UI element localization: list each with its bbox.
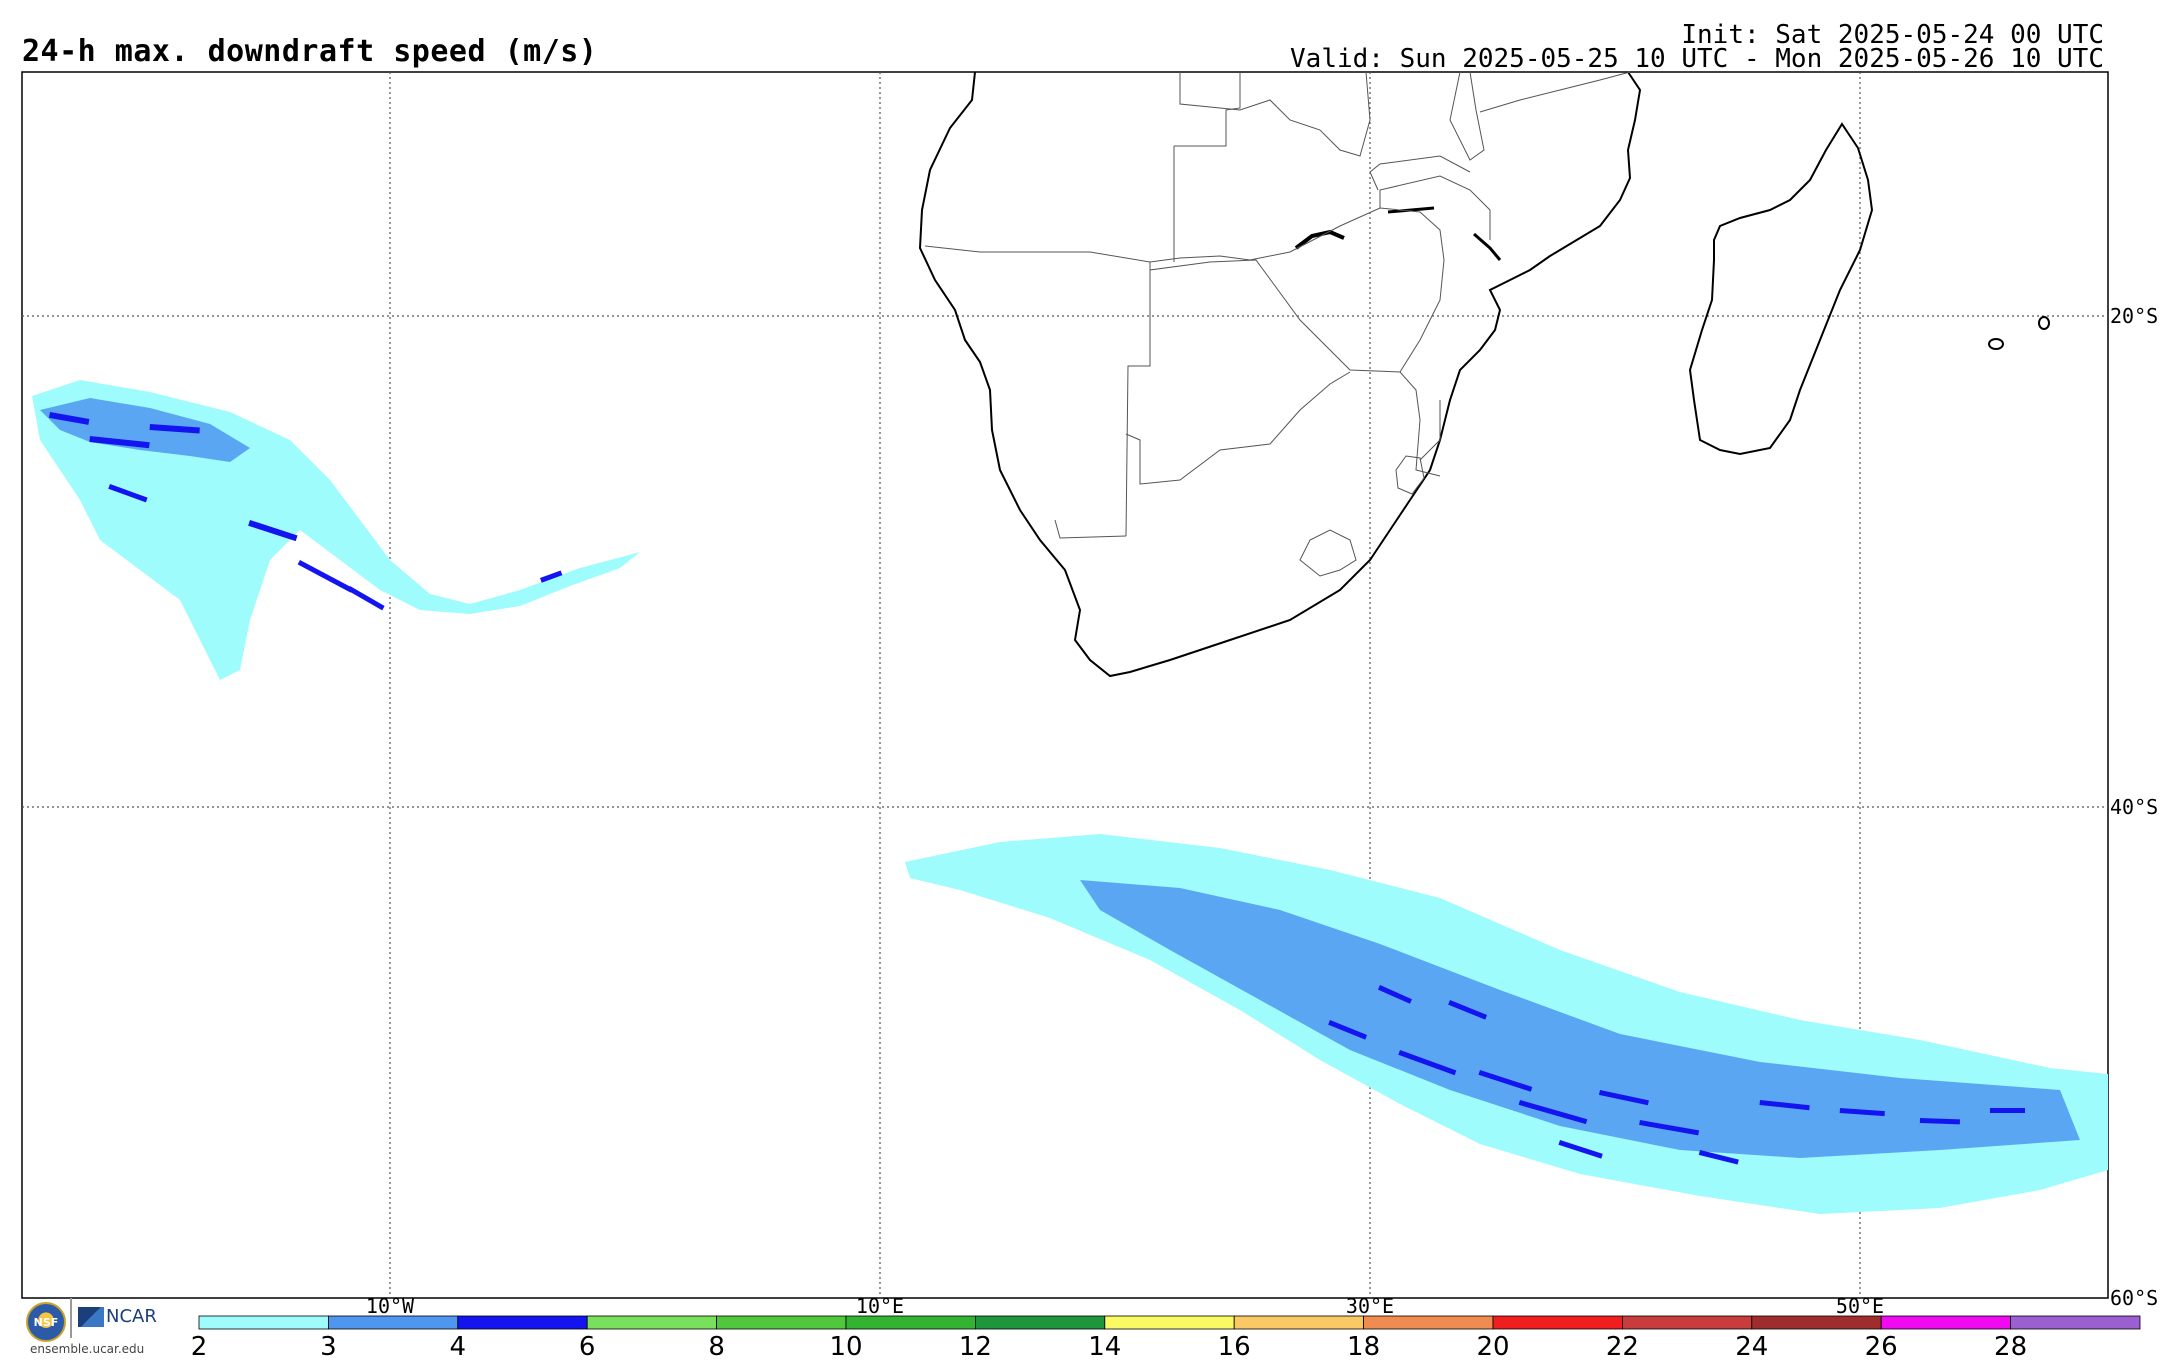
colorbar-tick-label: 8 (708, 1332, 725, 1362)
streak (1698, 1150, 1739, 1165)
botswana-sa-border (1125, 371, 1351, 485)
madagascar-coastline (1688, 122, 1874, 456)
mozambique-zambia-border (1379, 175, 1491, 240)
streak (1518, 1100, 1588, 1125)
colorbar-segment (198, 1315, 329, 1330)
eswatini-outline (1395, 455, 1425, 495)
logo-separator (70, 1298, 72, 1338)
streak (1839, 1108, 1885, 1117)
zimbabwe-border (1249, 207, 1445, 373)
streak (540, 570, 563, 583)
ncar-logo-text: NCAR (106, 1306, 157, 1327)
streak (89, 435, 150, 449)
streak (347, 586, 385, 611)
colorbar-segment (1880, 1315, 2011, 1330)
colorbar-tick-label: 24 (1735, 1332, 1769, 1362)
lon-label-10w: 10°W (365, 1294, 415, 1318)
lon-label-10e: 10°E (855, 1294, 905, 1318)
streak (1377, 985, 1412, 1004)
lake-kariba (1294, 229, 1345, 250)
streak (1919, 1118, 1960, 1125)
colorbar-tick-label: 26 (1864, 1332, 1898, 1362)
colorbar (198, 1315, 2141, 1330)
colorbar-tick-label: 14 (1088, 1332, 1122, 1362)
map-title: 24-h max. downdraft speed (m/s) (22, 34, 598, 69)
colorbar-segment (716, 1315, 847, 1330)
mozambique-sa-border (1399, 371, 1441, 477)
streak (1639, 1119, 1700, 1136)
colorbar-segment (586, 1315, 718, 1330)
botswana-north-border (1149, 259, 1401, 373)
malawi-lake-border (1449, 71, 1485, 161)
malawi-border (1369, 155, 1471, 191)
streak (248, 520, 298, 542)
colorbar-segment (2010, 1315, 2141, 1330)
streak (1328, 1020, 1368, 1040)
colorbar-tick-label: 6 (578, 1332, 596, 1362)
lat-label-60s: 60°S (2110, 1286, 2159, 1310)
colorbar-segment (975, 1315, 1106, 1330)
streak (1598, 1089, 1649, 1106)
colorbar-tick-label: 10 (829, 1332, 863, 1362)
streak (1558, 1140, 1603, 1159)
colorbar-segment (457, 1315, 588, 1330)
lat-label-20s: 20°S (2110, 304, 2159, 328)
streak (108, 484, 148, 503)
valid-time: Valid: Sun 2025-05-25 10 UTC - Mon 2025-… (1290, 44, 2104, 74)
lesotho-border (1299, 529, 1357, 577)
colorbar-tick-label: 12 (958, 1332, 992, 1362)
namibia-sa-border (1054, 519, 1127, 539)
colorbar-tick-label: 16 (1217, 1332, 1251, 1362)
tanzania-border (1479, 71, 1631, 113)
colorbar-segment (1622, 1315, 1753, 1330)
streak (48, 412, 90, 425)
colorbar-tick-label: 22 (1605, 1332, 1639, 1362)
init-time: Init: Sat 2025-05-24 00 UTC (1681, 20, 2104, 50)
coastlines (918, 71, 2050, 678)
streak (297, 560, 353, 593)
ncar-mark-icon (78, 1306, 104, 1327)
mauritius-coastline (1988, 338, 2004, 350)
nsf-logo: NSF (26, 1302, 66, 1342)
colorbar-tick-label: 2 (190, 1332, 208, 1362)
colorbar-tick-label: 20 (1476, 1332, 1510, 1362)
colorbar-tick-label: 18 (1347, 1332, 1381, 1362)
lat-label-40s: 40°S (2110, 795, 2159, 819)
streak (1759, 1099, 1810, 1111)
band-dark-blue-streaks (1328, 985, 2025, 1165)
colorbar-tick-label: 3 (320, 1332, 337, 1362)
reunion-coastline (2038, 316, 2050, 330)
lon-label-30e: 30°E (1345, 1294, 1395, 1318)
streak (149, 424, 200, 434)
colorbar-segment (1104, 1315, 1235, 1330)
colorbar-tick-label: 28 (1994, 1332, 2028, 1362)
patch-dark-blue-streaks (48, 412, 563, 611)
colorbar-segment (1233, 1315, 1364, 1330)
patch-medium-blue (40, 398, 250, 462)
africa-coastline (918, 71, 1642, 678)
streak (1990, 1108, 2025, 1113)
zambia-drc-border (1179, 71, 1371, 157)
streak (1398, 1049, 1457, 1076)
streak (1448, 999, 1488, 1020)
ncar-logo: NCAR (78, 1306, 157, 1327)
lake-cahora-bassa (1387, 206, 1435, 214)
band-medium-blue (1080, 880, 2080, 1158)
eswatini-border (1419, 400, 1441, 461)
site-url: ensemble.ucar.edu (30, 1342, 145, 1356)
lon-label-50e: 50°E (1835, 1294, 1885, 1318)
downdraft-patch-west (32, 380, 640, 680)
colorbar-segment (1492, 1315, 1623, 1330)
colorbar-tick-label: 4 (449, 1332, 467, 1362)
downdraft-band-south (905, 834, 2108, 1214)
streak (1478, 1070, 1533, 1092)
zambezi-delta (1473, 232, 1502, 261)
country-borders (924, 71, 1631, 577)
